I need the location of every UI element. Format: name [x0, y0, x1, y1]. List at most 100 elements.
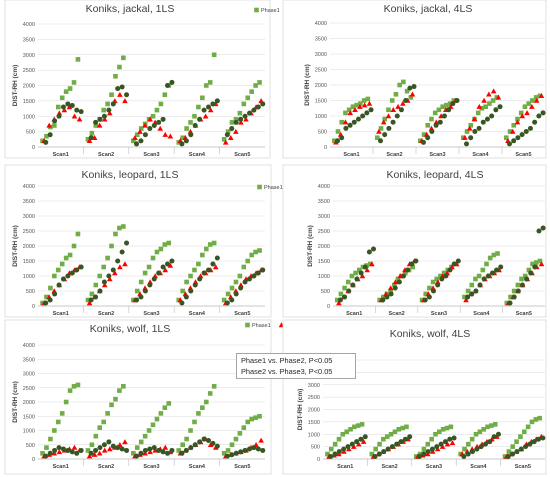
x-tick-label: Scan5 — [516, 311, 532, 317]
data-point-phase1 — [485, 424, 490, 430]
series-phase1 — [40, 382, 262, 456]
data-point-phase1 — [481, 427, 487, 432]
data-point-phase1 — [511, 288, 517, 294]
data-point-phase2 — [112, 270, 118, 276]
data-point-phase3 — [260, 447, 266, 453]
data-point-phase3 — [411, 84, 417, 90]
data-point-phase3 — [345, 444, 351, 450]
data-point-phase2 — [61, 107, 68, 113]
data-point-phase3 — [229, 452, 235, 458]
data-point-phase1 — [138, 126, 144, 131]
data-point-phase1 — [158, 411, 164, 416]
chart-title: Koniks, jackal, 4LS — [384, 3, 473, 15]
data-point-phase1 — [368, 261, 373, 267]
chart-title: Koniks, leopard, 4LS — [387, 169, 484, 181]
data-point-phase3 — [52, 118, 58, 124]
data-point-phase1 — [253, 249, 258, 255]
data-point-phase3 — [438, 441, 444, 447]
data-point-phase3 — [489, 270, 495, 276]
data-point-phase1 — [469, 436, 475, 442]
data-point-phase3 — [469, 291, 475, 297]
y-tick-label: 4000 — [315, 21, 327, 27]
data-point-phase1 — [71, 384, 77, 389]
y-tick-label: 500 — [26, 130, 35, 136]
data-point-phase1 — [52, 428, 57, 433]
y-axis-label: DIST-RH (cm) — [12, 65, 19, 107]
data-point-phase1 — [221, 297, 227, 303]
data-point-phase2 — [202, 113, 209, 119]
data-point-phase3 — [124, 447, 130, 453]
data-point-phase3 — [156, 270, 162, 276]
data-point-phase3 — [201, 107, 207, 113]
data-point-phase3 — [233, 291, 239, 297]
data-point-phase3 — [169, 258, 175, 264]
data-point-phase3 — [110, 101, 116, 107]
data-point-phase3 — [56, 282, 62, 288]
data-point-phase3 — [437, 119, 443, 125]
data-point-phase3 — [485, 273, 491, 279]
y-tick-label: 3000 — [23, 372, 35, 378]
y-axis-label: DIST-RH (cm) — [304, 64, 311, 106]
data-point-phase3 — [255, 270, 261, 276]
data-point-phase1 — [533, 95, 539, 100]
data-point-phase2 — [444, 441, 451, 447]
data-point-phase3 — [52, 291, 58, 297]
data-point-phase1 — [105, 255, 110, 261]
data-point-phase1 — [427, 285, 432, 291]
data-point-phase1 — [257, 248, 262, 253]
data-point-phase2 — [162, 444, 169, 450]
data-point-phase1 — [519, 276, 524, 282]
data-point-phase3 — [447, 267, 453, 273]
data-point-phase1 — [389, 98, 395, 103]
data-point-phase3 — [78, 109, 84, 115]
data-point-phase3 — [524, 276, 530, 282]
y-tick-label: 2500 — [23, 386, 35, 392]
y-tick-label: 2500 — [308, 395, 320, 401]
data-point-phase3 — [201, 436, 207, 442]
data-point-phase1 — [355, 423, 361, 428]
data-point-phase1 — [71, 80, 77, 85]
data-point-phase3 — [169, 447, 175, 453]
data-point-phase3 — [337, 297, 343, 303]
chart-panel-3: Koniks, leopard, 1LS 0 500 1000 1500 2000 2500… — [4, 164, 351, 318]
data-point-phase1 — [59, 411, 65, 416]
data-point-phase3 — [119, 446, 125, 452]
data-point-phase1 — [462, 294, 467, 300]
data-point-phase3 — [431, 288, 437, 294]
y-tick-label: 2000 — [315, 83, 327, 89]
data-point-phase1 — [44, 294, 49, 300]
data-point-phase1 — [510, 444, 516, 449]
chart-title: Koniks, jackal, 1LS — [86, 3, 175, 15]
data-point-phase3 — [88, 450, 94, 456]
data-point-phase3 — [461, 454, 467, 460]
data-point-phase1 — [381, 294, 386, 300]
data-point-phase2 — [463, 297, 469, 303]
data-point-phase3 — [106, 439, 112, 445]
y-tick-label: 500 — [26, 289, 35, 295]
data-point-phase1 — [492, 422, 498, 427]
data-point-phase3 — [351, 119, 357, 125]
annotation-line-2: Phase2 vs. Phase3, P<0.05 — [241, 367, 333, 376]
data-point-phase3 — [451, 435, 457, 441]
data-point-phase3 — [480, 119, 486, 125]
data-point-phase2 — [366, 100, 373, 106]
y-tick-label: 3500 — [23, 37, 35, 43]
data-point-phase1 — [408, 95, 414, 100]
data-point-phase3 — [362, 264, 368, 270]
y-tick-label: 2000 — [23, 244, 35, 250]
data-point-phase1 — [225, 448, 231, 453]
y-tick-label: 3000 — [308, 383, 320, 389]
data-point-phase3 — [246, 110, 252, 116]
y-tick-label: 2500 — [23, 229, 35, 235]
data-point-phase3 — [238, 285, 244, 291]
y-axis-label: DIST-RH (cm) — [12, 225, 19, 267]
x-tick-label: Scan2 — [388, 311, 404, 317]
data-point-phase1 — [40, 451, 45, 456]
data-point-phase1 — [345, 279, 351, 285]
data-point-phase1 — [158, 246, 164, 252]
data-point-phase1 — [401, 79, 406, 85]
data-point-phase1 — [203, 83, 209, 88]
data-point-phase1 — [386, 107, 391, 113]
y-tick-label: 2000 — [308, 408, 320, 414]
data-point-phase3 — [511, 294, 517, 300]
